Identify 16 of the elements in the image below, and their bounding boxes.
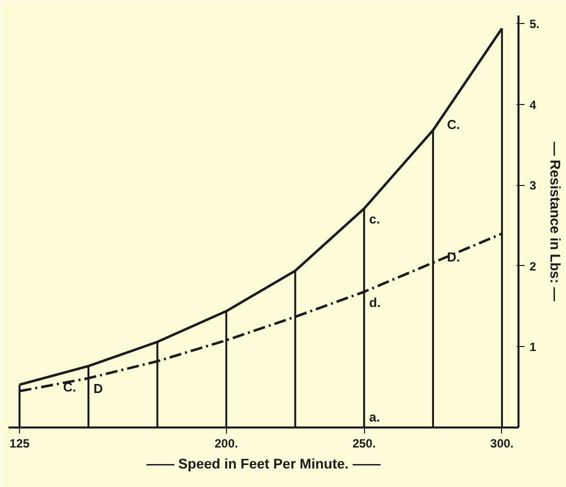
annotation: D [93, 381, 103, 396]
y-tick-label: 5. [530, 17, 540, 32]
x-axis-title: —— Speed in Feet Per Minute. —— [146, 456, 381, 472]
annotation: a. [369, 410, 380, 424]
y-tick-label: 3 [530, 178, 536, 193]
x-tick-label: 125 [10, 436, 30, 450]
x-tick-label: 250. [352, 436, 376, 450]
annotation: c. [369, 212, 380, 227]
y-tick-label: 1 [530, 340, 536, 354]
annotation: d. [369, 294, 381, 310]
y-tick-label: 2 [530, 259, 536, 274]
y-axis-title: — Resistance in Lbs: — [548, 142, 564, 302]
y-tick-label: 4 [530, 98, 536, 112]
series-label: C. [447, 117, 460, 132]
x-tick-label: 300. [490, 436, 514, 450]
x-tick-label: 200. [214, 436, 238, 450]
